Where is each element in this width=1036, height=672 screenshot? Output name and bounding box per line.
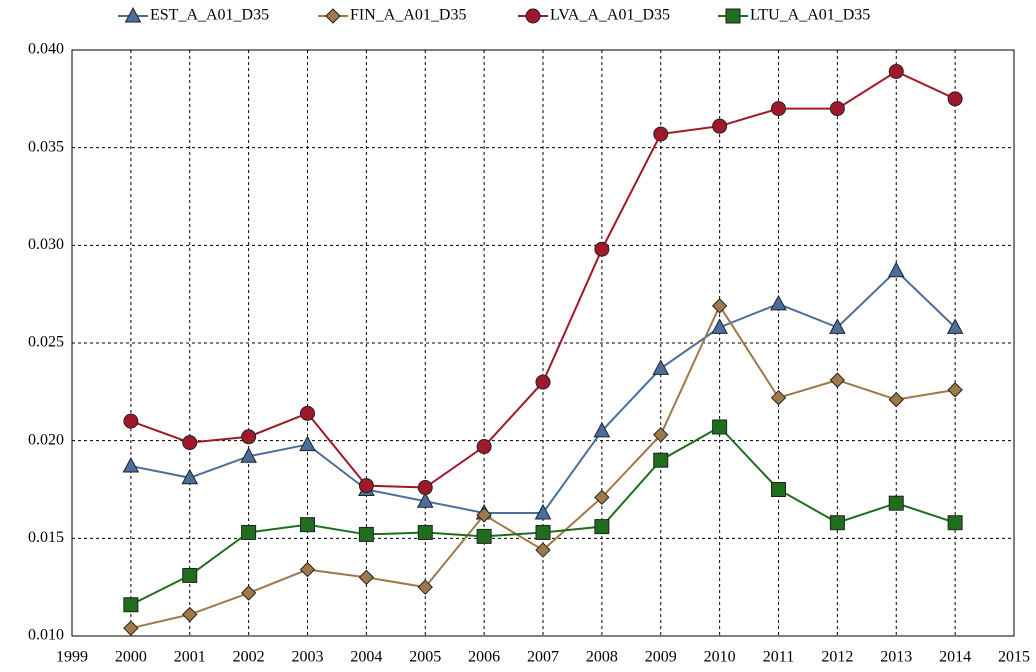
data-point [476,528,492,544]
data-point [182,435,198,451]
data-point [653,452,669,468]
data-point [652,359,670,375]
x-tick-label: 2014 [939,649,971,666]
data-point [535,524,551,540]
x-tick-label: 2004 [350,649,382,666]
data-point [829,101,845,117]
data-point [240,447,257,463]
legend-label: EST_A_A01_D35 [150,7,269,24]
data-point [123,620,139,636]
data-point [299,561,316,578]
data-point [594,241,610,257]
data-point [476,439,492,455]
y-tick-label: 0.020 [28,431,64,448]
x-tick-label: 2012 [821,649,853,666]
legend-marker [725,8,741,24]
x-tick-label: 1999 [56,649,88,666]
data-point [182,606,198,623]
data-point [300,405,315,421]
data-point [829,318,846,334]
data-point [358,526,374,542]
y-tick-label: 0.035 [28,138,64,155]
data-point [770,294,787,311]
x-tick-label: 2007 [527,649,559,666]
data-point [476,507,492,523]
data-point [593,421,611,438]
data-point [829,372,846,388]
data-point [888,63,904,79]
data-point [123,597,139,613]
data-point [712,419,728,435]
data-point [535,542,551,558]
x-tick-label: 2000 [115,649,147,666]
data-point [358,478,374,494]
data-point [417,524,433,540]
y-tick-label: 0.010 [28,627,64,644]
data-point [417,480,433,496]
data-point [417,579,433,595]
legend-label: LTU_A_A01_D35 [750,7,870,24]
data-point [299,435,316,452]
legend-marker [325,8,341,24]
x-tick-label: 2006 [468,649,500,666]
data-point [771,482,786,497]
data-point [181,468,199,485]
x-tick-label: 2013 [880,649,912,666]
data-point [711,318,728,334]
data-point [123,413,139,429]
data-point [241,524,257,540]
x-tick-label: 2005 [409,649,441,666]
data-point [711,298,728,314]
x-tick-label: 2011 [763,649,794,666]
y-tick-label: 0.030 [28,236,64,253]
data-point [653,427,669,443]
y-tick-label: 0.040 [28,41,64,58]
data-point [887,261,905,278]
data-point [122,457,140,473]
x-tick-label: 2001 [174,649,206,666]
data-point [888,391,904,408]
legend-label: LVA_A_A01_D35 [550,7,670,24]
y-tick-label: 0.025 [28,334,64,351]
data-point [771,101,786,117]
y-tick-label: 0.015 [28,529,64,546]
data-point [653,126,669,142]
data-point [182,567,198,583]
data-point [240,585,257,601]
data-point [594,519,610,535]
data-point [594,489,610,506]
data-point [770,389,787,406]
x-tick-label: 2003 [292,649,324,666]
x-tick-label: 2015 [998,649,1030,666]
data-point [829,515,845,531]
x-tick-label: 2002 [233,649,265,666]
data-point [534,503,552,520]
data-point [300,517,315,533]
data-point [416,492,434,508]
data-point [535,374,551,390]
x-tick-label: 2008 [586,649,618,666]
x-tick-label: 2009 [645,649,677,666]
x-tick-label: 2010 [704,649,736,666]
data-point [712,118,728,134]
data-point [947,382,963,398]
data-point [947,91,963,107]
data-point [946,318,964,334]
legend-label: FIN_A_A01_D35 [350,7,466,24]
legend-marker [525,8,541,24]
data-point [358,569,375,586]
data-point [888,495,904,511]
legend-marker [124,6,142,23]
data-point [241,429,257,445]
data-point [947,515,963,531]
